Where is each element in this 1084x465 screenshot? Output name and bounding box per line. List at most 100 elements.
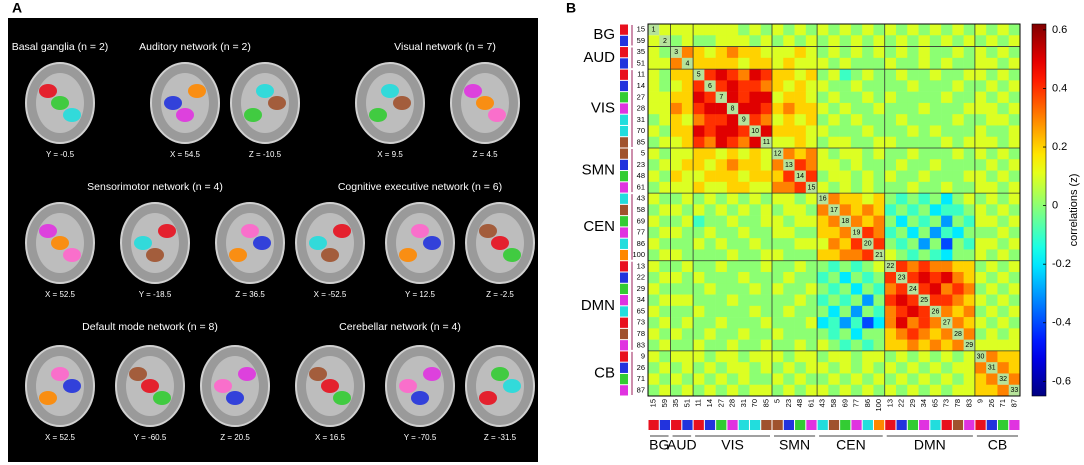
heatmap-cell: [839, 226, 852, 239]
row-label: 11: [637, 70, 645, 79]
heatmap-cell: [873, 125, 886, 138]
heatmap-cell: [659, 328, 671, 340]
heatmap-cell: [862, 148, 874, 160]
heatmap-cell: [760, 181, 773, 194]
heatmap-cell: [659, 91, 671, 104]
component-blob: [39, 84, 57, 98]
heatmap-cell: [929, 249, 942, 262]
heatmap-cell: [726, 193, 739, 205]
heatmap-cell: [850, 91, 863, 104]
heatmap-cell: [1008, 328, 1021, 340]
heatmap-cell: [997, 193, 1010, 205]
component-blob: [399, 248, 417, 262]
diagonal-label: 18: [841, 218, 849, 225]
diagonal-label: 14: [796, 173, 804, 180]
heatmap-cell: [681, 384, 694, 397]
heatmap-cell: [659, 350, 671, 363]
heatmap-cell: [817, 204, 829, 216]
heatmap-cell: [817, 148, 829, 160]
heatmap-cell: [648, 148, 660, 160]
heatmap-cell: [952, 125, 964, 138]
colorbar: [1031, 23, 1047, 397]
network-title: Auditory network (n = 2): [139, 41, 251, 53]
heatmap-cell: [952, 80, 964, 92]
heatmap-cell: [839, 339, 852, 352]
heatmap-cell: [659, 170, 671, 183]
component-blob: [256, 84, 274, 98]
heatmap-cell: [772, 24, 784, 36]
row-label: 70: [637, 126, 645, 135]
heatmap-cell: [907, 272, 919, 284]
slice-coordinate: Y = -60.5: [134, 433, 167, 442]
column-label: 65: [930, 399, 939, 407]
network-title: Default mode network (n = 8): [82, 321, 218, 333]
heatmap-cell: [839, 136, 852, 149]
heatmap-cell: [817, 57, 829, 70]
heatmap-cell: [918, 170, 931, 183]
slice-coordinate: Z = 20.5: [220, 433, 250, 442]
diagonal-cell: [794, 170, 806, 182]
slice-coordinate: X = 52.5: [45, 290, 76, 299]
heatmap-cell: [715, 272, 728, 284]
slice-coordinate: X = -52.5: [314, 290, 347, 299]
heatmap-cell: [715, 283, 728, 295]
heatmap-cell: [817, 102, 829, 115]
heatmap-cell: [884, 317, 897, 329]
heatmap-cell: [670, 328, 683, 340]
heatmap-cell: [873, 69, 886, 81]
heatmap-cell: [884, 226, 897, 239]
heatmap-cell: [884, 272, 897, 284]
heatmap-cell: [850, 80, 863, 92]
heatmap-cell: [693, 125, 705, 138]
component-blob: [333, 391, 351, 405]
heatmap-cell: [693, 159, 705, 171]
heatmap-cell: [749, 159, 762, 171]
heatmap-cell: [772, 91, 784, 104]
heatmap-cell: [839, 305, 852, 318]
heatmap-cell: [693, 181, 705, 194]
heatmap-cell: [681, 148, 694, 160]
heatmap-cell: [839, 181, 852, 194]
heatmap-cell: [704, 384, 716, 397]
heatmap-cell: [828, 114, 840, 126]
diagonal-label: 10: [751, 128, 759, 135]
row-label: 78: [637, 329, 645, 338]
row-color-key: [620, 47, 628, 58]
row-color-key: [620, 69, 628, 80]
heatmap-cell: [772, 328, 784, 340]
heatmap-cell: [794, 148, 807, 160]
heatmap-cell: [986, 305, 998, 318]
component-blob: [423, 367, 441, 381]
heatmap-cell: [850, 283, 863, 295]
row-group-label: VIS: [591, 100, 615, 117]
heatmap-cell: [681, 46, 694, 59]
heatmap-cell: [828, 46, 840, 59]
heatmap-cell: [817, 181, 829, 194]
heatmap-cell: [783, 80, 795, 92]
row-color-key: [620, 137, 628, 148]
heatmap-cell: [873, 362, 886, 374]
heatmap-cell: [907, 226, 919, 239]
heatmap-cell: [850, 317, 863, 329]
heatmap-cell: [828, 80, 840, 92]
heatmap-cell: [783, 136, 795, 149]
heatmap-cell: [749, 328, 762, 340]
column-color-key: [952, 420, 964, 430]
heatmap-cell: [941, 260, 953, 273]
heatmap-cell: [749, 249, 762, 262]
heatmap-cell: [704, 91, 716, 104]
diagonal-cell: [693, 69, 705, 81]
heatmap-cell: [738, 305, 750, 318]
heatmap-cell: [772, 215, 784, 228]
heatmap-cell: [715, 69, 728, 81]
heatmap-cell: [749, 272, 762, 284]
heatmap-cell: [704, 24, 716, 36]
heatmap-cell: [963, 238, 976, 250]
diagonal-cell: [715, 91, 727, 103]
heatmap-cell: [896, 339, 908, 352]
heatmap-cell: [749, 46, 762, 59]
column-label: 85: [761, 399, 770, 407]
heatmap-cell: [952, 373, 964, 386]
network-title: Basal ganglia (n = 2): [12, 41, 109, 53]
heatmap-cell: [648, 204, 660, 216]
